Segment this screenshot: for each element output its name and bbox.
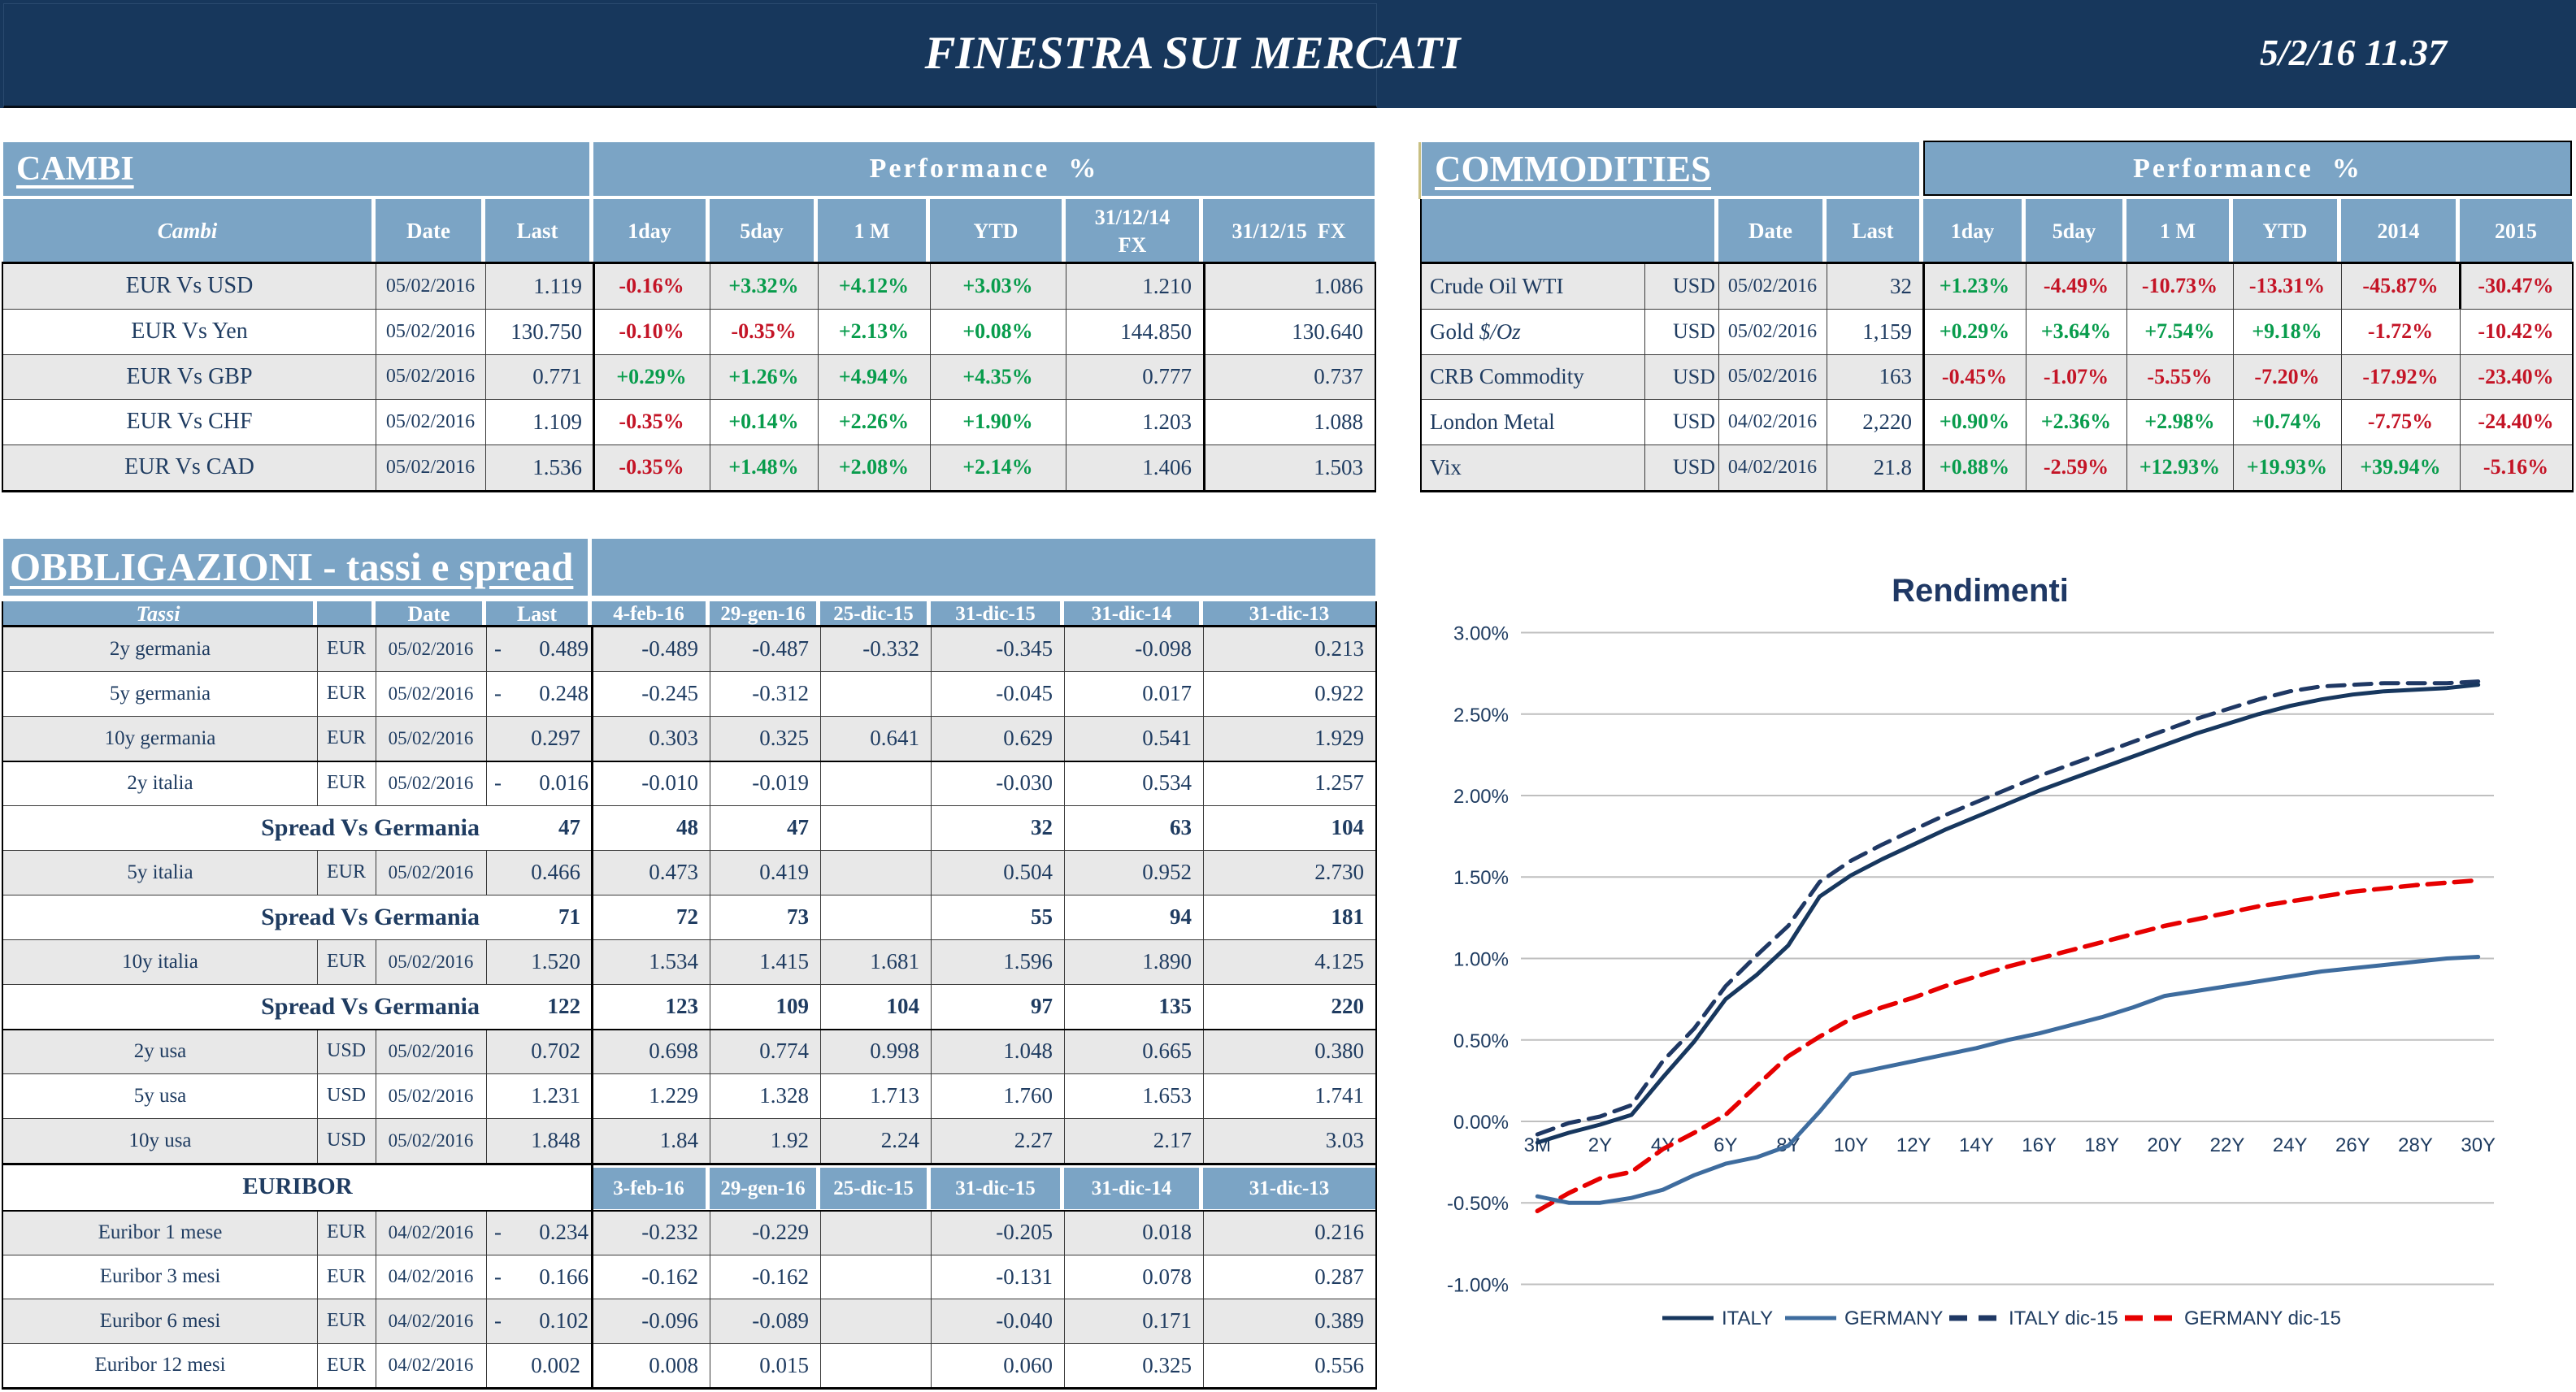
svg-text:1.00%: 1.00% [1453,949,1509,971]
svg-text:18Y: 18Y [2084,1134,2119,1156]
svg-text:2.50%: 2.50% [1453,705,1509,726]
svg-text:ITALY dic-15: ITALY dic-15 [2009,1307,2118,1329]
svg-text:16Y: 16Y [2022,1134,2057,1156]
svg-text:GERMANY dic-15: GERMANY dic-15 [2184,1307,2341,1329]
svg-text:-0.50%: -0.50% [1447,1193,1509,1215]
svg-text:1.50%: 1.50% [1453,867,1509,889]
svg-text:28Y: 28Y [2398,1134,2433,1156]
svg-text:2.00%: 2.00% [1453,786,1509,808]
svg-text:0.50%: 0.50% [1453,1030,1509,1052]
svg-text:0.00%: 0.00% [1453,1112,1509,1134]
svg-text:GERMANY: GERMANY [1844,1307,1943,1329]
svg-text:20Y: 20Y [2148,1134,2183,1156]
svg-text:14Y: 14Y [1959,1134,1994,1156]
svg-text:ITALY: ITALY [1722,1307,1773,1329]
svg-text:24Y: 24Y [2273,1134,2308,1156]
svg-text:6Y: 6Y [1714,1134,1737,1156]
svg-text:3.00%: 3.00% [1453,623,1509,645]
svg-text:2Y: 2Y [1588,1134,1612,1156]
svg-text:-1.00%: -1.00% [1447,1275,1509,1297]
svg-text:22Y: 22Y [2210,1134,2245,1156]
svg-text:12Y: 12Y [1896,1134,1931,1156]
svg-text:Rendimenti: Rendimenti [1892,573,2069,609]
svg-text:30Y: 30Y [2461,1134,2496,1156]
svg-text:26Y: 26Y [2335,1134,2370,1156]
svg-text:10Y: 10Y [1834,1134,1869,1156]
